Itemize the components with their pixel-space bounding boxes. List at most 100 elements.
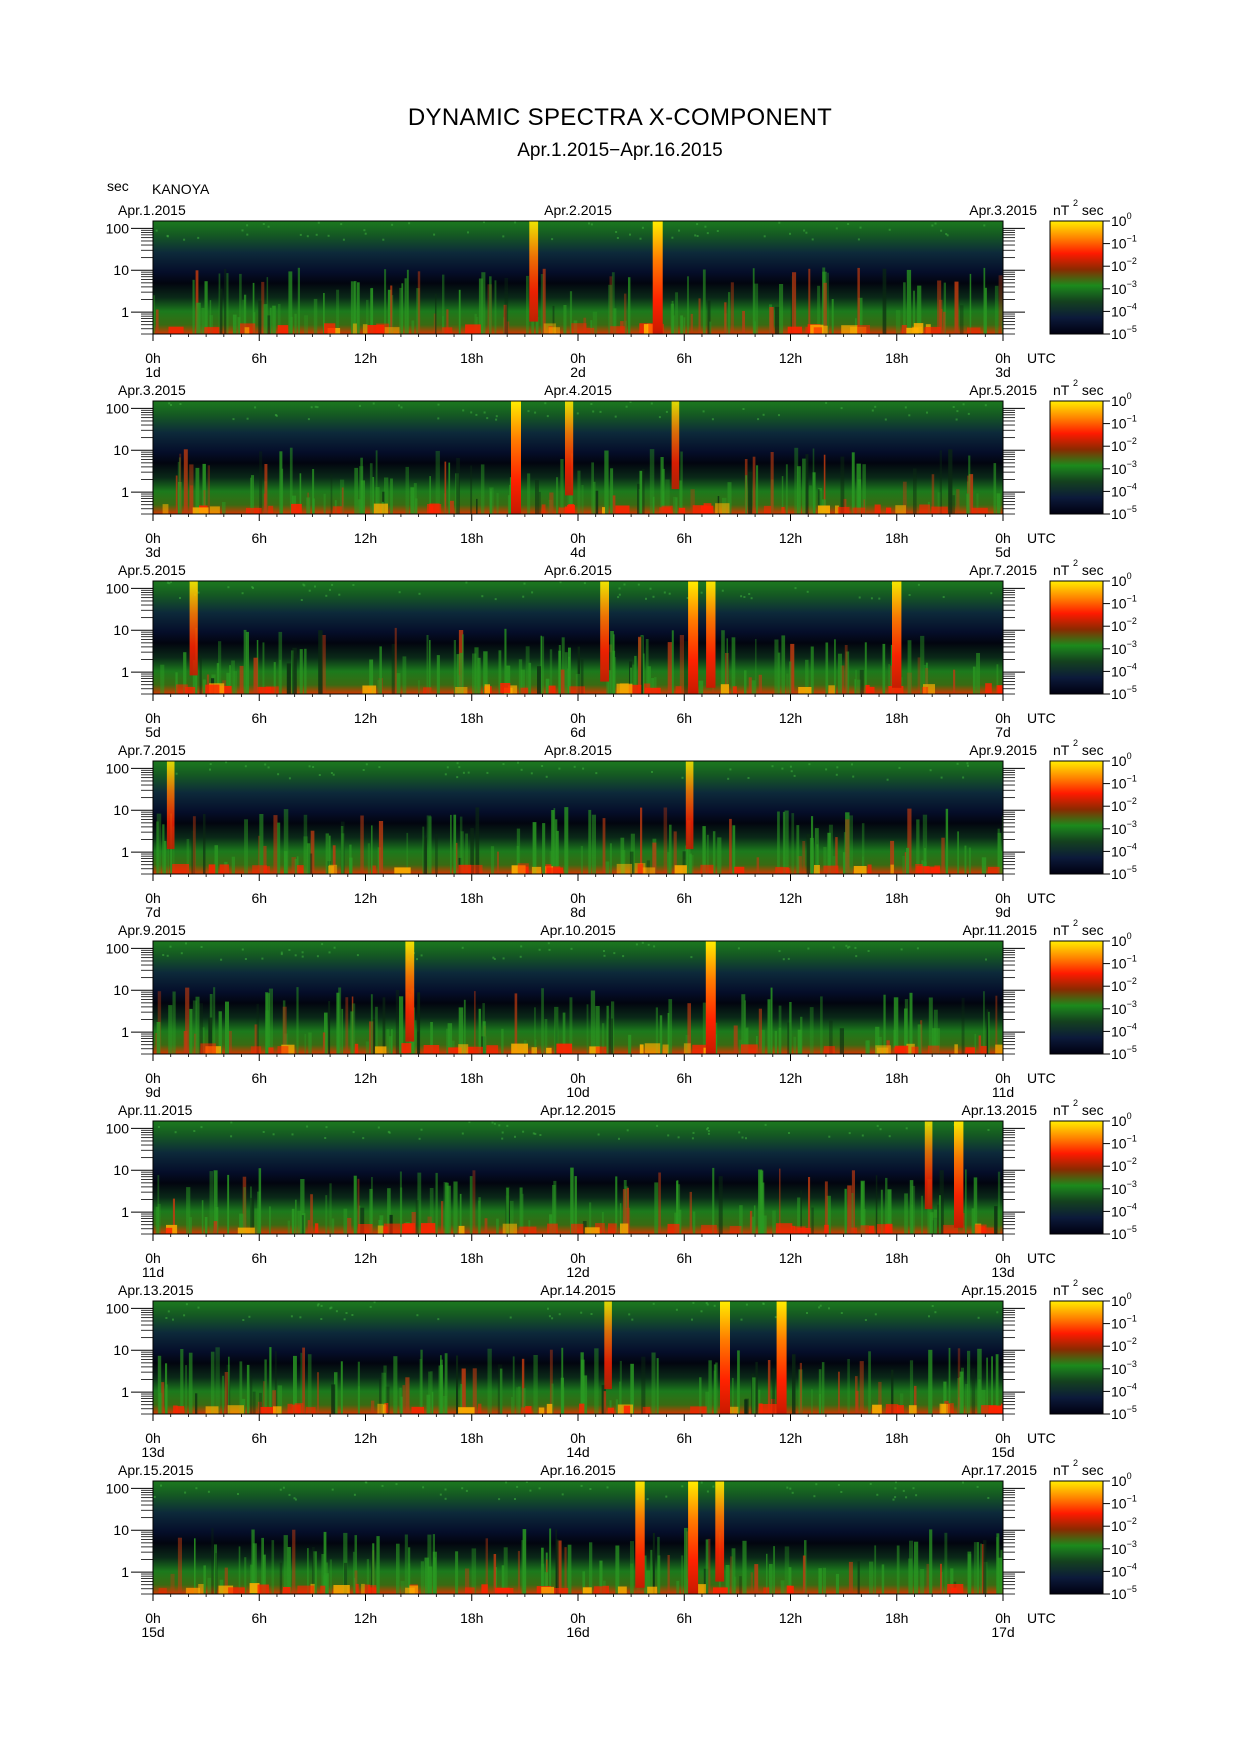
noise-speck: [928, 1315, 930, 1318]
noise-speck: [848, 1132, 851, 1135]
spectral-streak: [676, 1580, 680, 1594]
spectral-streak: [263, 304, 268, 334]
spectral-streak: [748, 677, 752, 694]
spectral-streak: [456, 1355, 459, 1414]
noise-speck: [876, 1124, 879, 1127]
spectral-streak: [399, 1171, 402, 1234]
noise-speck: [365, 763, 368, 766]
spectral-streak: [646, 860, 650, 874]
spectral-streak: [925, 662, 928, 694]
x-tick-label: 18h: [460, 1250, 483, 1266]
spectral-streak: [417, 1172, 422, 1234]
spectral-streak: [308, 853, 313, 874]
spectral-streak: [817, 285, 821, 334]
noise-speck: [530, 772, 533, 775]
low-frequency-power: [897, 1405, 904, 1414]
spectral-streak: [430, 1371, 433, 1414]
low-frequency-power: [420, 1223, 436, 1234]
spectral-streak: [183, 652, 187, 694]
low-frequency-power: [401, 1043, 412, 1054]
spectral-streak: [753, 1205, 756, 1234]
noise-speck: [570, 947, 573, 950]
noise-speck: [745, 1137, 747, 1140]
spectral-streak: [239, 1361, 243, 1414]
noise-speck: [851, 763, 853, 766]
day-label-right: 13d: [991, 1264, 1014, 1280]
noise-speck: [681, 1485, 684, 1488]
noise-speck: [580, 1311, 583, 1314]
spectral-streak: [480, 464, 485, 514]
spectral-streak: [937, 280, 942, 334]
spectral-streak: [993, 463, 997, 514]
spectral-streak: [621, 850, 626, 874]
low-frequency-power: [173, 1405, 178, 1414]
spectral-streak: [760, 1029, 765, 1054]
low-frequency-power: [974, 1224, 987, 1234]
spectral-streak: [557, 1540, 562, 1594]
x-tick-label: 0h: [145, 1430, 161, 1446]
spectral-streak: [612, 495, 616, 514]
spectral-streak: [766, 1553, 768, 1594]
noise-speck: [320, 1304, 323, 1307]
spectral-streak: [832, 856, 836, 874]
spectral-streak: [366, 1559, 369, 1594]
spectral-streak: [521, 1540, 524, 1594]
noise-speck: [529, 1489, 532, 1492]
day-label-right: 7d: [995, 724, 1011, 740]
spectral-streak: [987, 1011, 990, 1054]
spectral-streak: [888, 664, 890, 694]
spectral-streak: [164, 841, 167, 874]
colorbar-label: 10−2: [1111, 616, 1137, 634]
low-frequency-power: [865, 686, 875, 694]
spectral-streak: [998, 275, 1003, 334]
colorbar-label: 10−1: [1111, 954, 1137, 972]
spectral-streak: [429, 476, 431, 514]
noise-speck: [501, 1137, 504, 1140]
low-frequency-power: [662, 1044, 669, 1054]
noise-speck: [898, 766, 901, 769]
noise-speck: [869, 1482, 872, 1485]
noise-speck: [456, 776, 459, 779]
spectral-streak: [232, 314, 237, 334]
noise-speck: [230, 1135, 233, 1138]
spectral-streak: [744, 1399, 748, 1414]
low-frequency-power: [980, 1046, 987, 1054]
noise-speck: [331, 1488, 334, 1491]
noise-speck: [588, 222, 590, 225]
spectral-streak: [967, 1554, 972, 1594]
noise-speck: [330, 1306, 333, 1309]
day-label-right: 11d: [992, 1084, 1014, 1100]
spectral-streak: [560, 459, 564, 514]
spectral-streak: [977, 1348, 982, 1414]
spectral-streak: [239, 273, 242, 334]
spectral-streak: [417, 992, 421, 1054]
spectral-streak: [521, 1358, 525, 1414]
spectral-streak: [614, 657, 617, 694]
colorbar-unit: nT 2 sec: [1053, 1278, 1104, 1298]
noise-speck: [926, 411, 928, 414]
spectral-streak: [370, 288, 374, 334]
noise-speck: [631, 1318, 634, 1321]
x-tick-label: 6h: [251, 1070, 267, 1086]
spectral-streak: [972, 666, 976, 694]
spectral-streak: [192, 816, 196, 874]
spectral-streak: [254, 1024, 258, 1054]
low-frequency-power: [623, 1405, 631, 1414]
spectral-streak: [651, 678, 655, 694]
noise-speck: [945, 233, 948, 235]
spectral-streak: [189, 1008, 193, 1054]
spectral-streak: [885, 1177, 888, 1234]
spectral-streak: [986, 1357, 988, 1414]
spectral-streak: [417, 271, 421, 334]
spectral-streak: [656, 1358, 659, 1414]
spectral-streak: [385, 1386, 390, 1414]
noise-speck: [712, 1485, 715, 1488]
noise-speck: [353, 1493, 356, 1496]
colorbar-label: 10−2: [1111, 256, 1137, 274]
noise-speck: [522, 595, 525, 598]
spectral-streak: [313, 1551, 317, 1594]
day-label-mid: 2d: [570, 364, 586, 380]
noise-speck: [956, 410, 959, 413]
noise-speck: [248, 1315, 251, 1318]
